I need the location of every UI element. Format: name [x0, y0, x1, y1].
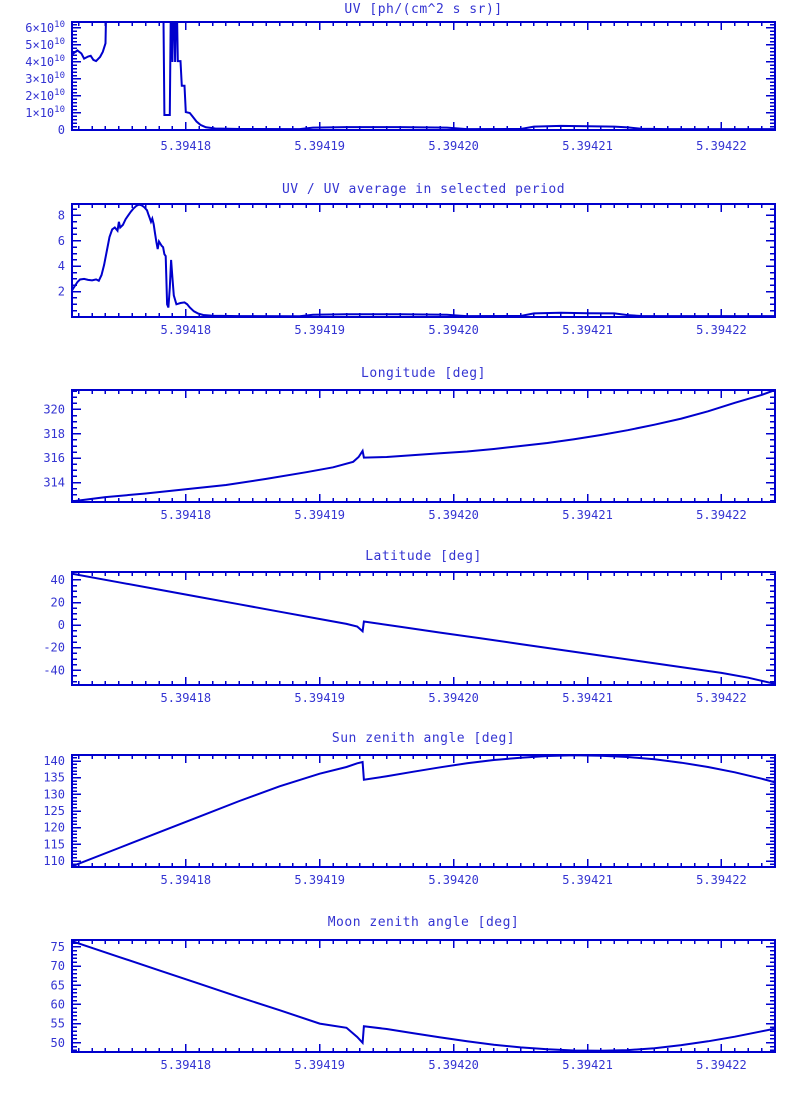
uv-curve [72, 21, 775, 131]
x-tick-label: 5.39422 [696, 1058, 747, 1072]
x-tick-label: 5.39418 [161, 508, 212, 522]
y-tick-label: 60 [51, 997, 65, 1011]
y-tick-label: 120 [43, 821, 65, 835]
x-tick-label: 5.39418 [161, 873, 212, 887]
y-tick-label: -40 [43, 663, 65, 677]
axis-frame [71, 389, 776, 503]
x-tick-label: 5.39418 [161, 139, 212, 153]
uv-ratio-curve [72, 203, 775, 318]
y-tick-label: 20 [51, 596, 65, 610]
longitude-curve [72, 389, 775, 503]
plot-longitude: Longitude [deg] 5.39418 5.39419 5.39420 5.39… [0, 360, 800, 536]
y-tick-label: 130 [43, 787, 65, 801]
y-tick-label: 0 [58, 123, 65, 137]
moon-zenith-canvas: Moon zenith angle [deg] 5.39418 5.39419 5.3… [51, 915, 776, 1072]
uv-ratio-canvas: UV / UV average in selected period 5.3941… [58, 182, 776, 337]
x-tick-label: 5.39419 [294, 139, 345, 153]
x-tick-label: 5.39421 [562, 691, 613, 705]
y-tick-label: 2×1010 [25, 88, 65, 103]
plot-sun-zenith: Sun zenith angle [deg] 5.39418 5.39419 5.39… [0, 720, 800, 901]
y-tick-label: 2 [58, 285, 65, 299]
plot-title: Moon zenith angle [deg] [328, 915, 520, 930]
x-tick-label: 5.39420 [428, 1058, 479, 1072]
plot-title: Latitude [deg] [365, 549, 482, 564]
y-tick-label: 135 [43, 771, 65, 785]
x-tick-label: 5.39419 [294, 508, 345, 522]
y-tick-label: -20 [43, 641, 65, 655]
y-tick-label: 65 [51, 978, 65, 992]
y-tick-label: 320 [43, 402, 65, 416]
x-tick-label: 5.39421 [562, 1058, 613, 1072]
plot-title: Longitude [deg] [361, 366, 486, 381]
x-tick-label: 5.39421 [562, 873, 613, 887]
x-tick-label: 5.39420 [428, 873, 479, 887]
y-tick-label: 75 [51, 940, 65, 954]
axis-frame [71, 203, 776, 318]
y-tick-label: 115 [43, 837, 65, 851]
plot-moon-zenith: Moon zenith angle [deg] 5.39418 5.39419 5.3… [0, 900, 800, 1086]
y-tick-label: 8 [58, 208, 65, 222]
plot-uv-ratio: UV / UV average in selected period 5.3941… [0, 180, 800, 350]
x-tick-label: 5.39418 [161, 691, 212, 705]
sun-zenith-canvas: Sun zenith angle [deg] 5.39418 5.39419 5.39… [43, 731, 776, 887]
x-tick-label: 5.39421 [562, 323, 613, 337]
x-tick-label: 5.39420 [428, 139, 479, 153]
y-tick-label: 110 [43, 854, 65, 868]
latitude-canvas: Latitude [deg] 5.39418 5.39419 5.39420 5.394… [43, 549, 776, 705]
x-tick-label: 5.39420 [428, 691, 479, 705]
plot-title: Sun zenith angle [deg] [332, 731, 515, 746]
y-tick-label: 6×1010 [25, 20, 65, 35]
longitude-canvas: Longitude [deg] 5.39418 5.39419 5.39420 5.39… [43, 366, 776, 522]
moon-zenith-curve [72, 940, 775, 1052]
x-tick-label: 5.39422 [696, 508, 747, 522]
x-tick-label: 5.39422 [696, 691, 747, 705]
plot-latitude: Latitude [deg] 5.39418 5.39419 5.39420 5.394… [0, 540, 800, 719]
y-tick-label: 40 [51, 573, 65, 587]
x-tick-label: 5.39418 [161, 323, 212, 337]
y-tick-label: 1×1010 [25, 105, 65, 120]
plot-title: UV / UV average in selected period [282, 182, 565, 197]
y-tick-label: 3×1010 [25, 71, 65, 86]
x-tick-label: 5.39420 [428, 508, 479, 522]
x-tick-label: 5.39420 [428, 323, 479, 337]
y-tick-label: 316 [43, 451, 65, 465]
y-tick-label: 314 [43, 476, 65, 490]
x-tick-label: 5.39419 [294, 873, 345, 887]
y-tick-label: 50 [51, 1036, 65, 1050]
y-tick-label: 125 [43, 804, 65, 818]
axis-frame [71, 571, 776, 686]
y-tick-label: 4×1010 [25, 54, 65, 69]
sun-zenith-curve [72, 754, 775, 868]
y-tick-label: 0 [58, 618, 65, 632]
y-tick-label: 140 [43, 754, 65, 768]
plot-uv: UV [ph/(cm^2 s sr)] 5.39418 5.39419 5.39420… [0, 0, 800, 166]
latitude-curve [72, 572, 775, 685]
uv-canvas: UV [ph/(cm^2 s sr)] 5.39418 5.39419 5.39420… [25, 2, 776, 153]
y-tick-label: 4 [58, 259, 65, 273]
x-tick-label: 5.39419 [294, 1058, 345, 1072]
axis-frame [71, 754, 776, 868]
x-tick-label: 5.39421 [562, 508, 613, 522]
x-tick-label: 5.39419 [294, 691, 345, 705]
x-tick-label: 5.39422 [696, 139, 747, 153]
x-tick-label: 5.39422 [696, 873, 747, 887]
y-tick-label: 5×1010 [25, 37, 65, 52]
x-tick-label: 5.39421 [562, 139, 613, 153]
y-tick-label: 6 [58, 234, 65, 248]
x-tick-label: 5.39418 [161, 1058, 212, 1072]
axis-frame [71, 939, 776, 1053]
y-tick-label: 70 [51, 959, 65, 973]
x-tick-label: 5.39422 [696, 323, 747, 337]
y-tick-label: 55 [51, 1017, 65, 1031]
x-tick-label: 5.39419 [294, 323, 345, 337]
y-tick-label: 318 [43, 427, 65, 441]
plot-title: UV [ph/(cm^2 s sr)] [344, 2, 502, 17]
